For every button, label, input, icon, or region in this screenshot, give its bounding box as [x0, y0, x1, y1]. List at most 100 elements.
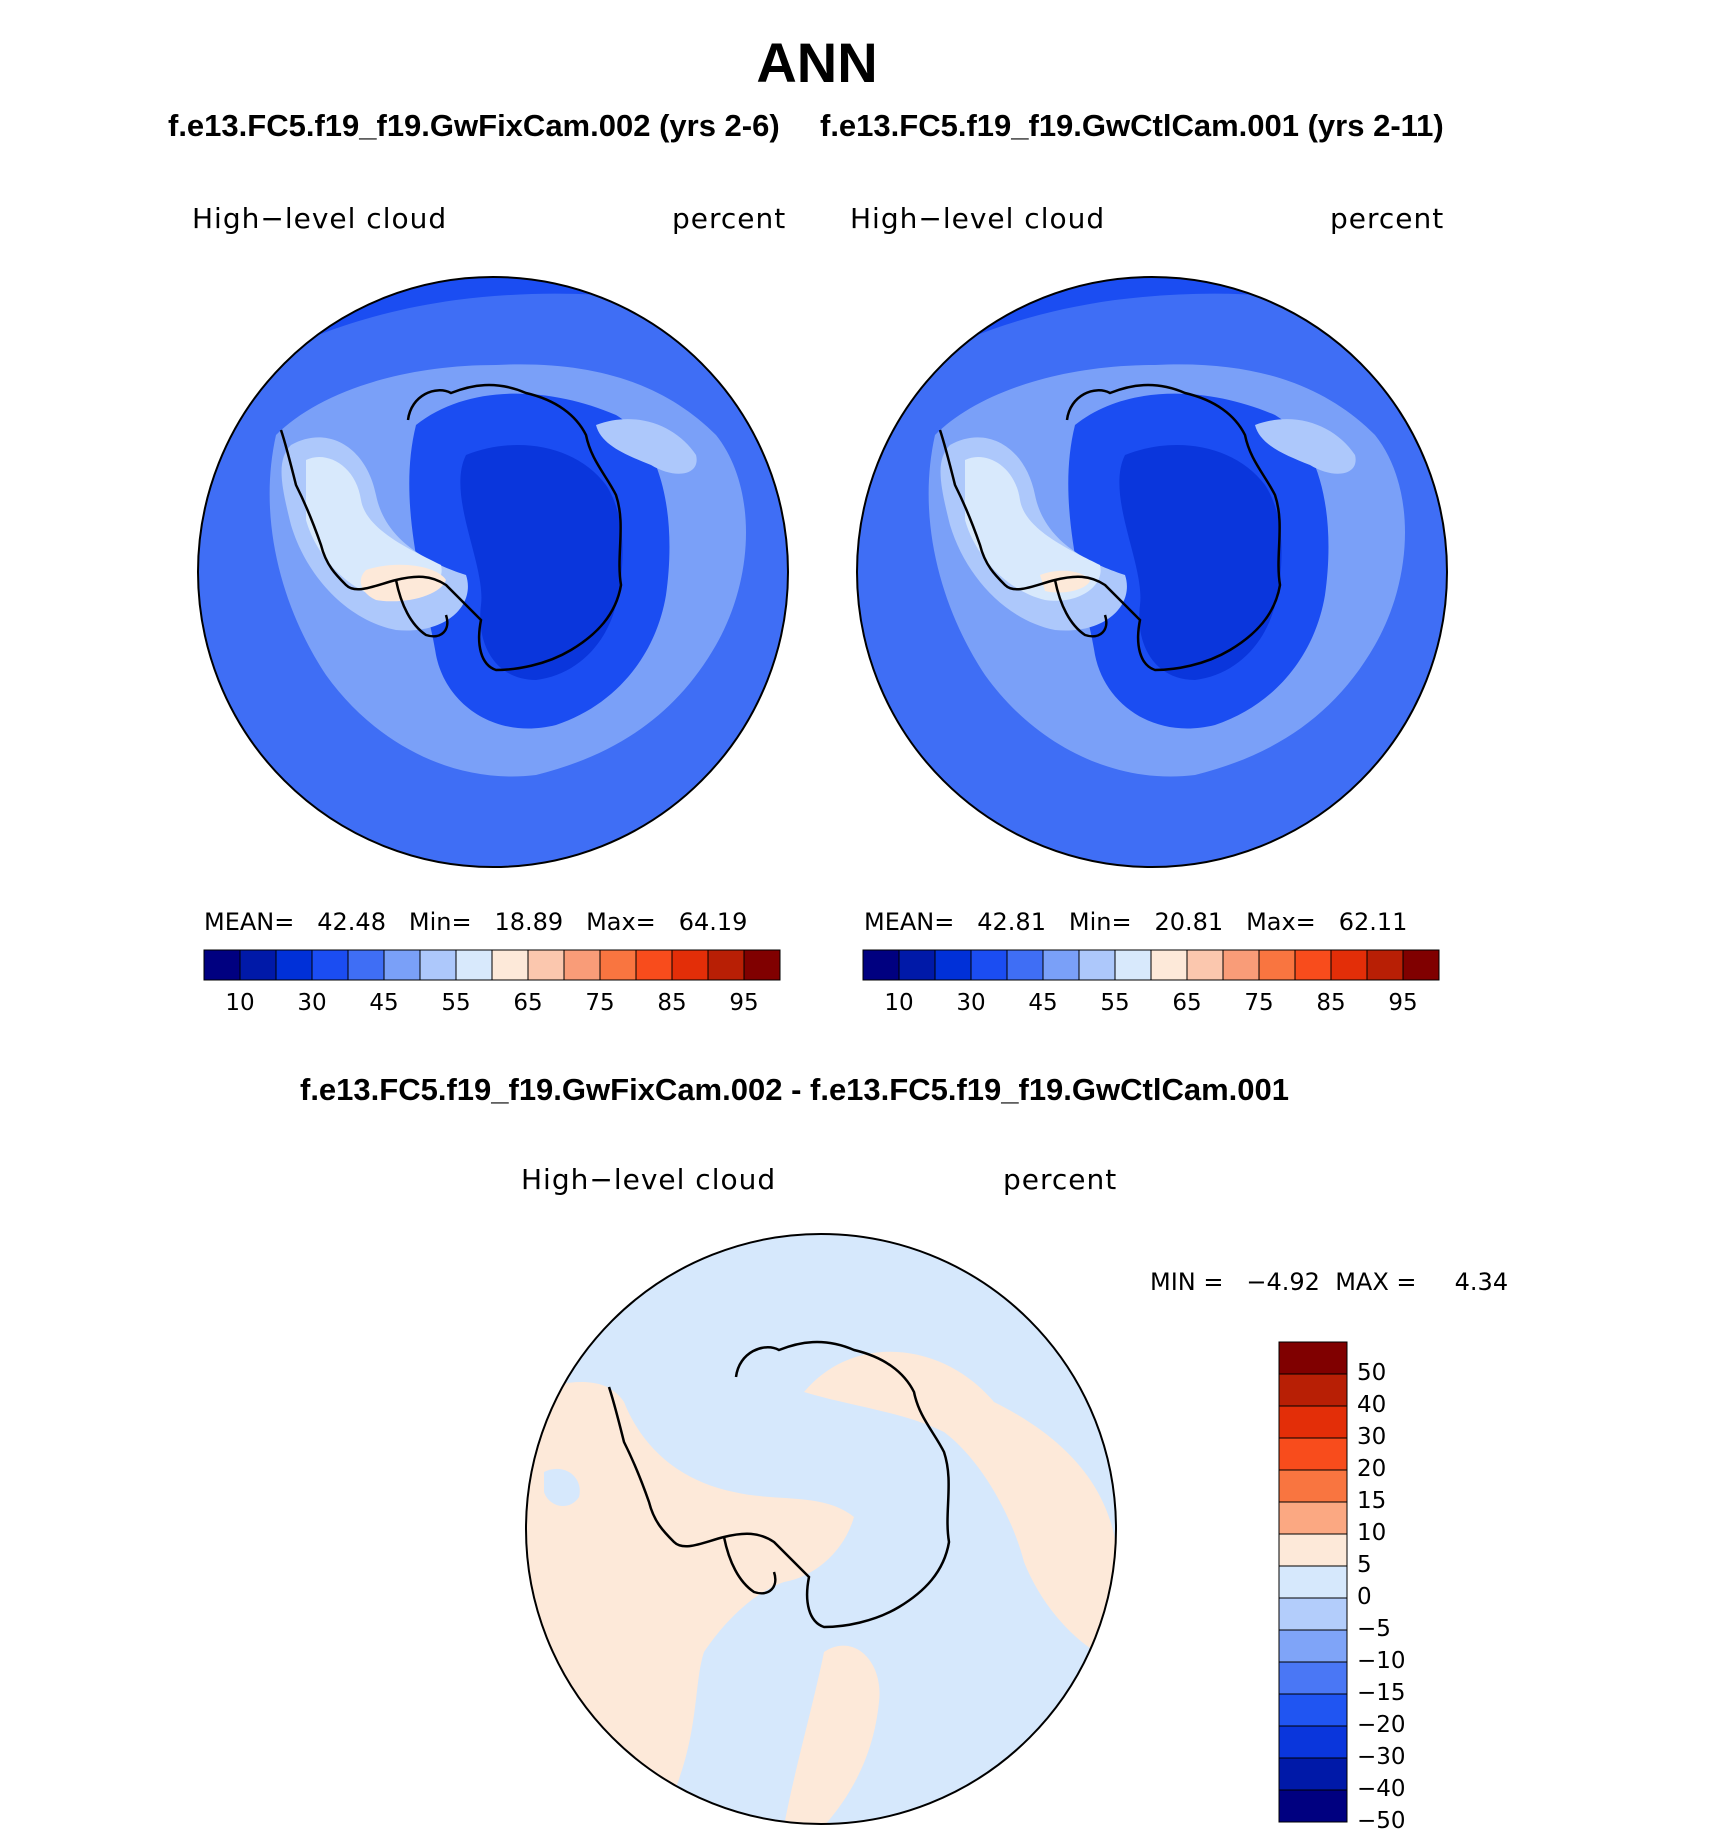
panel-2-colorbar-box — [898, 949, 936, 981]
difference-colorbar-box — [1278, 1533, 1348, 1567]
panel-2-peninsula-paler — [965, 456, 1101, 601]
panel-1-map — [197, 276, 789, 868]
difference-negative-blob — [544, 1468, 580, 1507]
difference-colorbar-tick-label: −30 — [1357, 1744, 1406, 1770]
panel-1-warm-patch — [360, 564, 446, 602]
panel-1-colorbar-tick-label: 10 — [225, 990, 255, 1016]
panel-2-case-title: f.e13.FC5.f19_f19.GwCtlCam.001 (yrs 2-11… — [820, 108, 1444, 143]
difference-colorbar-tick-label: −15 — [1357, 1680, 1406, 1706]
panel-1-colorbar-tick-label: 95 — [729, 990, 759, 1016]
panel-1-colorbar-box — [239, 949, 277, 981]
panel-2-colorbar-box — [970, 949, 1008, 981]
difference-field-label: High−level cloud — [521, 1163, 777, 1196]
panel-2-colorbar-box — [1258, 949, 1296, 981]
difference-colorbar-tick-label: 40 — [1357, 1392, 1387, 1418]
panel-2-field-label: High−level cloud — [850, 202, 1106, 235]
panel-2-colorbar-box — [1042, 949, 1080, 981]
difference-positive-west — [526, 1382, 854, 1824]
panel-2-colorbar-box — [1294, 949, 1332, 981]
panel-2-east-pale — [1255, 419, 1356, 474]
difference-colorbar-tick-label: −5 — [1357, 1616, 1391, 1642]
panel-1-colorbar-tick-label: 65 — [513, 990, 543, 1016]
panel-2-units-label: percent — [1330, 202, 1445, 235]
difference-positive-east — [804, 1351, 1116, 1662]
difference-colorbar-tick-label: −40 — [1357, 1776, 1406, 1802]
panel-2-colorbar-tick-label: 95 — [1388, 990, 1418, 1016]
difference-colorbar-box — [1278, 1757, 1348, 1791]
panel-1-max-value: 64.19 — [678, 908, 748, 936]
panel-1-colorbar-box — [599, 949, 637, 981]
panel-2-colorbar-box — [1006, 949, 1044, 981]
difference-units-label: percent — [1003, 1163, 1118, 1196]
panel-1-colorbar-box — [671, 949, 709, 981]
difference-colorbar-box — [1278, 1437, 1348, 1471]
panel-2-map — [856, 276, 1448, 868]
panel-2-mean-value: 42.81 — [977, 908, 1046, 936]
panel-1-colorbar-box — [455, 949, 493, 981]
figure-title: ANN — [756, 31, 878, 94]
difference-colorbar-tick-label: −50 — [1357, 1808, 1406, 1834]
panel-2-colorbar-tick-label: 85 — [1316, 990, 1346, 1016]
difference-map — [525, 1233, 1117, 1825]
panel-2-colorbar-box — [862, 949, 900, 981]
difference-colorbar-box — [1278, 1629, 1348, 1663]
panel-1-colorbar-box — [383, 949, 421, 981]
panel-2-colorbar-tick-label: 10 — [884, 990, 914, 1016]
panel-2-colorbar-box — [1150, 949, 1188, 981]
difference-colorbar-box — [1278, 1789, 1348, 1823]
panel-1-colorbar-tick-label: 55 — [441, 990, 471, 1016]
panel-2-max-value: 62.11 — [1338, 908, 1408, 936]
difference-colorbar-tick-label: 10 — [1357, 1520, 1387, 1546]
panel-1-map-border — [197, 276, 789, 868]
panel-1-colorbar-box — [707, 949, 745, 981]
difference-colorbar-box — [1278, 1725, 1348, 1759]
panel-1-mean-value: 42.48 — [317, 908, 386, 936]
panel-1-colorbar-box — [743, 949, 781, 981]
difference-colorbar-box — [1278, 1597, 1348, 1631]
difference-colorbar-tick-label: 50 — [1357, 1360, 1387, 1386]
difference-colorbar-box — [1278, 1501, 1348, 1535]
difference-title: f.e13.FC5.f19_f19.GwFixCam.002 - f.e13.F… — [300, 1072, 1289, 1107]
difference-map-border — [525, 1233, 1117, 1825]
panel-2-map-border — [856, 276, 1448, 868]
panel-2-min-value: 20.81 — [1154, 908, 1224, 936]
panel-2-colorbar-box — [934, 949, 972, 981]
panel-2-colorbar-tick-label: 30 — [956, 990, 986, 1016]
panel-2-colorbar-box — [1078, 949, 1116, 981]
difference-colorbar-tick-label: −20 — [1357, 1712, 1406, 1738]
difference-min-value: −4.92 — [1246, 1268, 1320, 1296]
panel-1-colorbar-tick-label: 45 — [369, 990, 399, 1016]
panel-1-mean-label: MEAN= — [204, 908, 295, 936]
panel-2-coastline — [938, 383, 1282, 672]
panel-1-colorbar-box — [635, 949, 673, 981]
panel-1-colorbar-box — [275, 949, 313, 981]
difference-colorbar-box — [1278, 1693, 1348, 1727]
difference-colorbar-tick-label: 20 — [1357, 1456, 1387, 1482]
panel-1-colorbar-box — [203, 949, 241, 981]
difference-min-max: MIN = −4.92 MAX = 4.34 — [1150, 1268, 1508, 1296]
panel-2-colorbar-box — [1186, 949, 1224, 981]
panel-1-case-title: f.e13.FC5.f19_f19.GwFixCam.002 (yrs 2-6) — [168, 108, 780, 143]
panel-2-colorbar-box — [1114, 949, 1152, 981]
panel-1-interior-deep — [460, 445, 623, 680]
panel-2-colorbar-tick-label: 55 — [1100, 990, 1130, 1016]
panel-1-colorbar-box — [347, 949, 385, 981]
panel-2-colorbar-tick-label: 75 — [1244, 990, 1274, 1016]
difference-max-label: MAX = — [1335, 1268, 1417, 1296]
difference-colorbar-tick-label: 30 — [1357, 1424, 1387, 1450]
panel-2-colorbar-box — [1222, 949, 1260, 981]
panel-2-colorbar-tick-label: 45 — [1028, 990, 1058, 1016]
panel-2-colorbar-tick-label: 65 — [1172, 990, 1202, 1016]
difference-positive-south — [784, 1645, 880, 1824]
difference-max-value: 4.34 — [1454, 1268, 1509, 1296]
panel-1-colorbar — [203, 949, 781, 981]
difference-colorbar-box — [1278, 1341, 1348, 1375]
panel-1-field-label: High−level cloud — [192, 202, 448, 235]
panel-2-colorbar-box — [1402, 949, 1440, 981]
panel-2-max-label: Max= — [1246, 908, 1316, 936]
panel-2-min-label: Min= — [1068, 908, 1132, 936]
panel-2-stats: MEAN= 42.81 Min= 20.81 Max= 62.11 — [864, 908, 1407, 936]
panel-1-min-label: Min= — [408, 908, 472, 936]
difference-colorbar-box — [1278, 1565, 1348, 1599]
panel-2-interior-deep — [1119, 445, 1282, 680]
